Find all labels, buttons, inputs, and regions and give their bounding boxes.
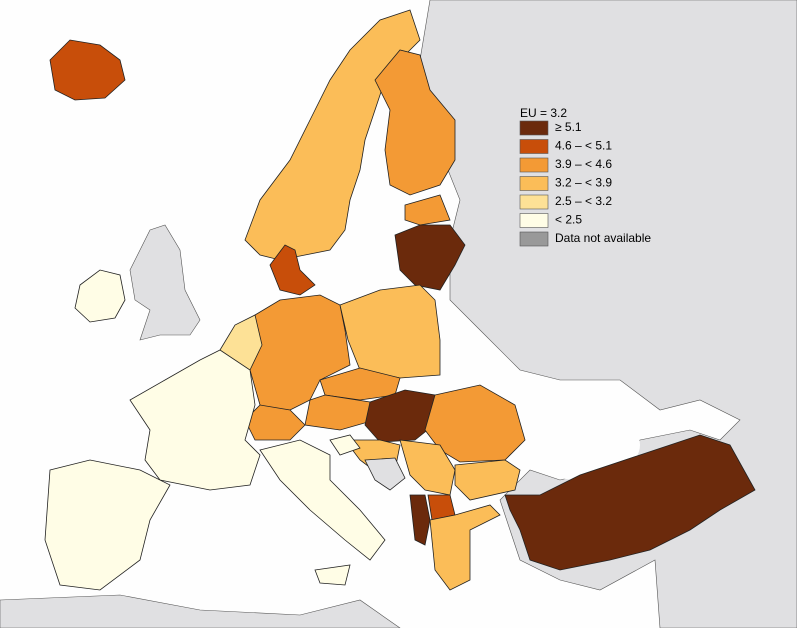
legend-label: 3.9 – < 4.6 (555, 157, 612, 171)
legend: EU = 3.2 ≥ 5.1 4.6 – < 5.1 3.9 – < 4.6 3.2 … (519, 106, 651, 247)
legend-label: Data not available (555, 231, 651, 245)
legend-label: 2.5 – < 3.2 (555, 194, 612, 208)
legend-label: < 2.5 (555, 213, 582, 227)
france (129, 349, 261, 491)
greece (429, 504, 501, 591)
legend-swatch (519, 194, 549, 210)
albania (409, 494, 431, 546)
legend-swatch (519, 139, 549, 154)
poland (339, 284, 441, 379)
legend-swatch (519, 176, 549, 191)
iberia (44, 459, 171, 591)
slovenia (329, 434, 361, 456)
latvia-lithuania (394, 224, 466, 291)
legend-label: 3.2 – < 3.9 (555, 176, 612, 190)
legend-swatch (519, 231, 549, 247)
legend-swatch (519, 120, 549, 136)
finland (374, 49, 456, 196)
denmark (269, 244, 316, 296)
bulgaria (454, 459, 521, 501)
great-britain (129, 224, 201, 341)
italy (259, 439, 386, 561)
legend-label: ≥ 5.1 (555, 120, 582, 134)
turkey (504, 434, 756, 571)
sicily (314, 564, 351, 586)
legend-swatch (519, 213, 549, 228)
iceland (49, 39, 126, 101)
estonia (404, 194, 451, 226)
legend-swatch (519, 157, 549, 173)
legend-label: 4.6 – < 5.1 (555, 139, 612, 153)
black-sea (520, 410, 640, 480)
africa (0, 594, 401, 628)
bosnia (364, 457, 406, 491)
ireland (74, 269, 126, 323)
switzerland (244, 404, 306, 441)
legend-title: EU = 3.2 (520, 106, 567, 120)
